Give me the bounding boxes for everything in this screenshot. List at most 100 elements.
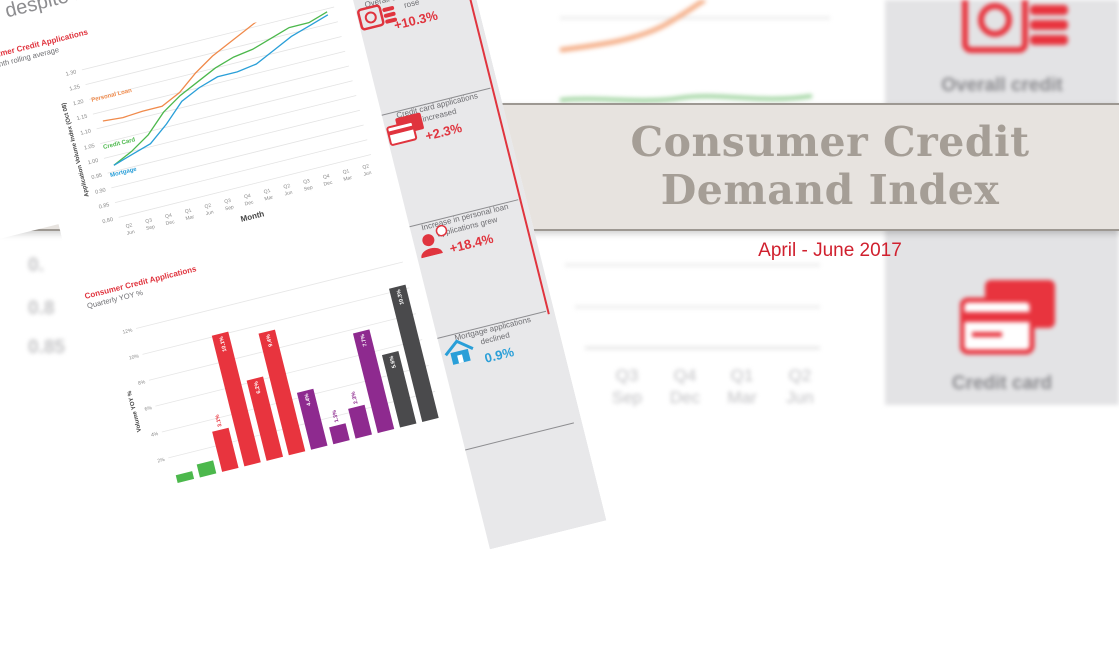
x-tick-month: Mar	[264, 194, 274, 202]
tick-month: Dec	[669, 388, 701, 407]
title-line-2: Demand Index	[660, 166, 1000, 214]
credit-card-icon	[960, 280, 1055, 355]
y-tick-label: 0.90	[95, 187, 107, 195]
y-tick-label: 8%	[138, 379, 147, 387]
money-icon	[355, 0, 400, 34]
gridline	[108, 110, 360, 173]
house-icon	[439, 334, 484, 369]
x-tick-quarter: Q1	[184, 208, 192, 215]
gridline	[111, 125, 363, 188]
bar-label: 3.1%	[215, 414, 224, 428]
bar-label: 9.4%	[265, 333, 274, 347]
y-tick-label: 0.85	[98, 202, 110, 210]
x-tick-quarter: Q3	[224, 198, 232, 205]
x-tick-month: Jun	[126, 229, 135, 237]
y-tick-label: 1.25	[69, 84, 81, 92]
tick-quarter: Q4	[673, 366, 697, 385]
tick-quarter: Q3	[615, 366, 639, 385]
y-axis-label: Volume YOY %	[127, 389, 143, 432]
x-tick: Q3 Sep	[597, 365, 657, 409]
title-line-1: Consumer Credit	[630, 118, 1030, 166]
gridline	[104, 95, 356, 158]
banner-title: Consumer Credit Demand Index	[560, 118, 1100, 214]
x-tick-quarter: Q2	[204, 203, 212, 210]
x-tick: Q2 Jun	[770, 365, 830, 409]
x-tick-quarter: Q2	[362, 163, 370, 170]
x-tick-quarter: Q3	[145, 217, 153, 224]
credit-card-line	[559, 94, 813, 103]
person-dollar-icon	[411, 222, 457, 259]
x-tick-month: Dec	[244, 199, 255, 207]
y-tick-label: 12%	[122, 327, 134, 335]
gridline	[115, 140, 367, 203]
y-tick: 0.8	[28, 298, 55, 319]
x-tick-quarter: Q2	[283, 183, 291, 190]
tick-month: Jun	[786, 388, 814, 407]
money-icon	[962, 0, 1068, 53]
y-tick-label: 1.00	[87, 158, 99, 166]
gridline	[136, 262, 403, 329]
series-line-personal-loan	[75, 0, 340, 122]
gridline	[149, 314, 416, 381]
y-tick-label: 6%	[144, 405, 153, 413]
x-tick-month: Mar	[343, 175, 353, 183]
series-line-mortgage	[91, 15, 351, 165]
panel-label: Overall credit	[941, 75, 1063, 96]
x-tick-quarter: Q4	[165, 213, 173, 220]
gridline	[93, 51, 345, 114]
gridline	[82, 7, 334, 70]
x-tick-quarter: Q3	[303, 178, 311, 185]
bar-label: 10.3%	[396, 289, 406, 306]
y-tick-label: 0.80	[102, 217, 114, 225]
series-line-credit-card	[90, 12, 350, 165]
series-label: Mortgage	[110, 167, 138, 180]
bar-label: 7.7%	[360, 333, 369, 347]
bar	[212, 428, 238, 472]
bar	[348, 405, 372, 439]
gridline	[97, 66, 349, 129]
x-tick-quarter: Q4	[322, 173, 330, 180]
bar-label: 4.4%	[304, 393, 313, 407]
x-tick-month: Sep	[145, 224, 155, 232]
x-tick-quarter: Q4	[243, 193, 251, 200]
x-tick-month: Sep	[303, 185, 313, 193]
y-tick-label: 1.05	[84, 143, 96, 151]
stat-overall-credit: Overall credit applications rose +10.3%	[354, 0, 491, 116]
stat-personal-loan: Increase in personal loan applications g…	[409, 199, 546, 339]
bar	[389, 285, 439, 422]
bar-label: 6.2%	[254, 380, 263, 394]
bar-label: 2.3%	[351, 391, 360, 405]
credit-card-icon	[383, 111, 429, 148]
personal-loan-line	[559, 0, 707, 53]
x-tick-month: Dec	[323, 180, 334, 188]
y-tick-label: 4%	[150, 431, 159, 439]
x-tick-month: Mar	[185, 214, 195, 222]
stat-mortgage: Mortgage applications declined 0.9%	[437, 311, 574, 451]
y-tick-label: 1.30	[65, 69, 77, 77]
x-tick-quarter: Q1	[263, 188, 271, 195]
x-tick-month: Jun	[284, 190, 293, 198]
stats-column: Overall credit applications rose +10.3% …	[296, 0, 606, 549]
bar	[176, 471, 194, 483]
gridline	[119, 154, 371, 217]
y-tick-label: 1.15	[76, 114, 88, 122]
series-label: Personal Loan	[91, 88, 133, 104]
x-tick-month: Sep	[224, 204, 234, 212]
x-tick: Q4 Dec	[655, 365, 715, 409]
y-tick: 0.	[28, 255, 44, 276]
gridline	[143, 288, 410, 355]
tick-quarter: Q1	[730, 366, 754, 385]
bar	[197, 460, 217, 477]
gridline	[100, 81, 352, 144]
date-range: April - June 2017	[758, 240, 902, 261]
tick-month: Mar	[727, 388, 757, 407]
bar-label: 10.1%	[219, 336, 229, 353]
x-tick: Q1 Mar	[712, 365, 772, 409]
x-tick-quarter: Q2	[125, 222, 133, 229]
tick-quarter: Q2	[788, 366, 812, 385]
x-tick-quarter: Q1	[342, 168, 350, 175]
y-tick: 0.85	[28, 337, 65, 358]
y-tick-label: 2%	[157, 457, 166, 465]
stat-credit-card: Credit card applications increased +2.3%	[382, 88, 519, 228]
panel-label: Credit card	[951, 373, 1053, 394]
